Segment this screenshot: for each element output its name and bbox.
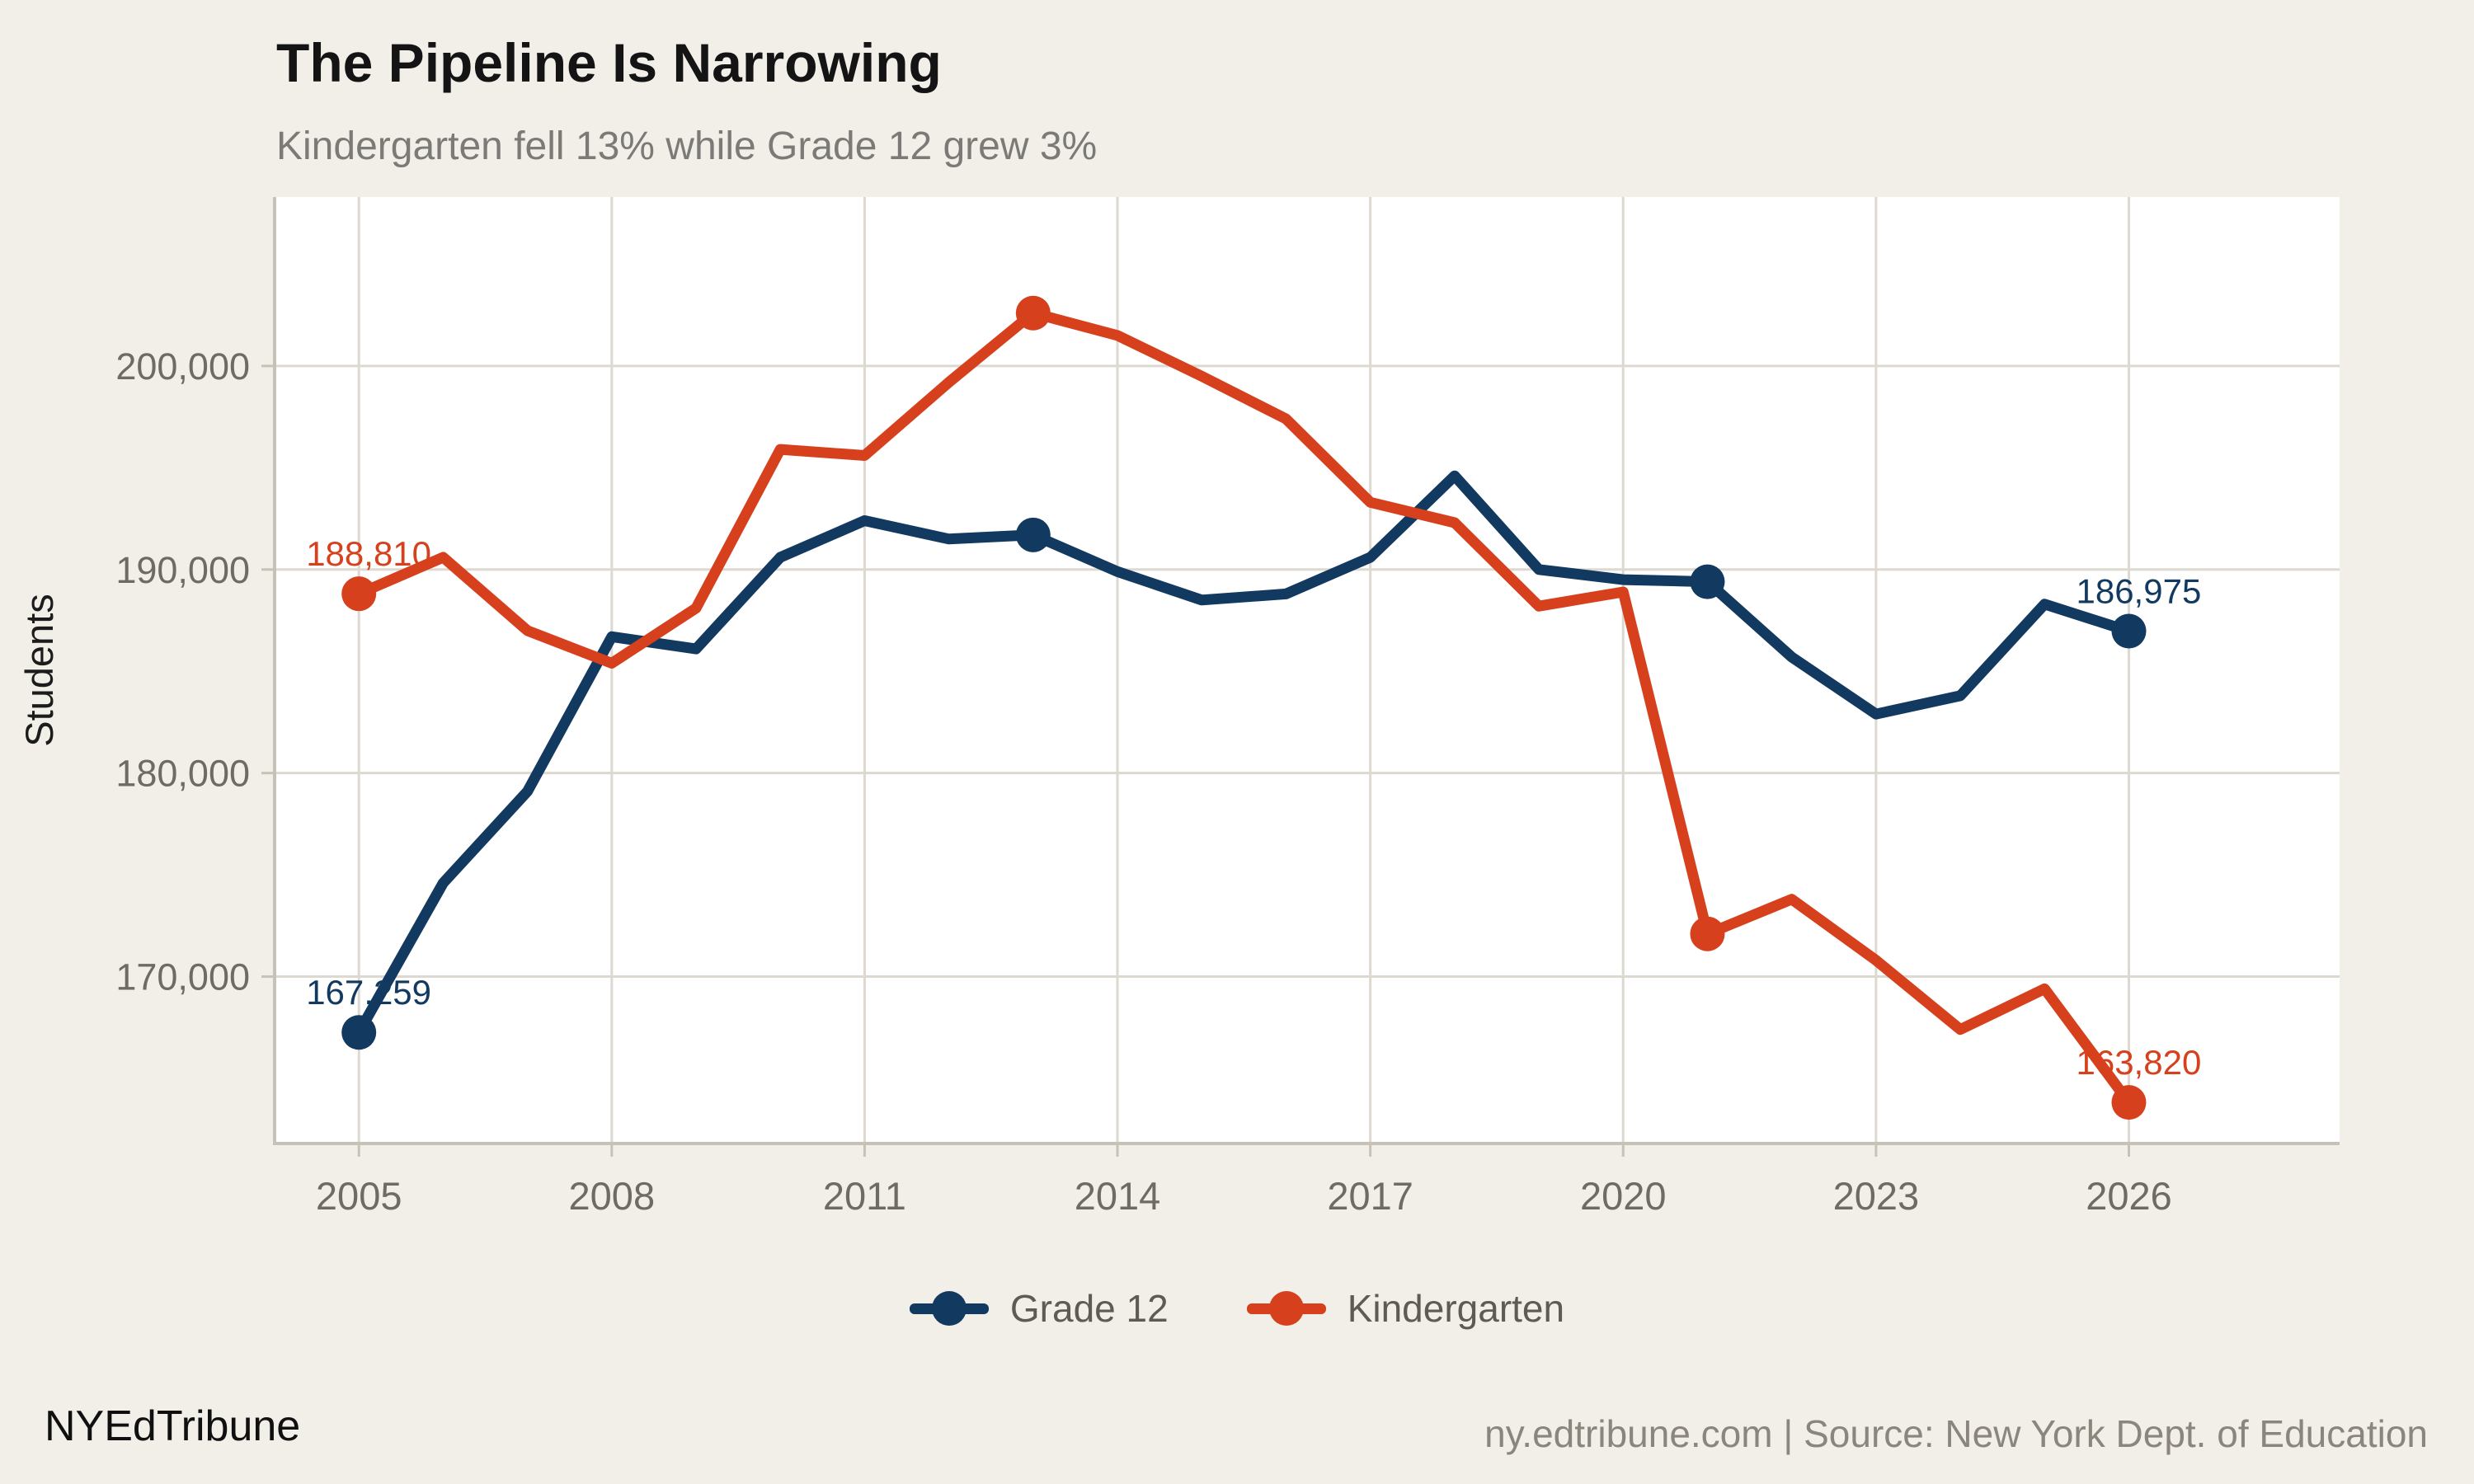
x-tick-label-2017: 2017 bbox=[1327, 1174, 1413, 1218]
marker-kindergarten-2013 bbox=[1015, 295, 1051, 331]
legend-item-grade-12: Grade 12 bbox=[909, 1286, 1169, 1331]
data-label-kindergarten-2026: 163,820 bbox=[2076, 1043, 2201, 1082]
series-line-kindergarten bbox=[353, 308, 2134, 1108]
y-tick-label-180000: 180,000 bbox=[115, 753, 250, 795]
legend-item-kindergarten: Kindergarten bbox=[1246, 1286, 1565, 1331]
data-label-kindergarten-2005: 188,810 bbox=[306, 534, 431, 573]
marker-kindergarten-2026 bbox=[2111, 1085, 2147, 1120]
brand-footer: NYEdTribune bbox=[45, 1402, 301, 1450]
marker-grade-12-2005 bbox=[341, 1015, 377, 1050]
x-tick-label-2011: 2011 bbox=[823, 1174, 906, 1218]
legend-dot-icon bbox=[1268, 1291, 1304, 1326]
data-label-grade-12-2005: 167,259 bbox=[306, 973, 431, 1012]
plot-panel bbox=[275, 197, 2340, 1144]
marker-grade-12-2013 bbox=[1015, 517, 1051, 552]
x-tick-label-2026: 2026 bbox=[2086, 1174, 2172, 1218]
marker-grade-12-2021 bbox=[1690, 564, 1725, 599]
x-tick-label-2008: 2008 bbox=[569, 1174, 656, 1218]
y-axis-title: Students bbox=[17, 594, 61, 747]
data-label-grade-12-2026: 186,975 bbox=[2076, 571, 2201, 610]
chart-subtitle: Kindergarten fell 13% while Grade 12 gre… bbox=[276, 124, 1098, 168]
chart-title: The Pipeline Is Narrowing bbox=[276, 32, 942, 93]
x-tick-label-2005: 2005 bbox=[316, 1174, 402, 1218]
y-tick-label-170000: 170,000 bbox=[115, 956, 250, 998]
legend-label-grade-12: Grade 12 bbox=[1009, 1287, 1169, 1330]
y-tick-label-190000: 190,000 bbox=[115, 549, 250, 591]
legend-label-kindergarten: Kindergarten bbox=[1347, 1287, 1565, 1330]
legend-marker-kindergarten-icon bbox=[1246, 1290, 1326, 1327]
marker-kindergarten-2021 bbox=[1690, 916, 1725, 951]
x-tick-label-2014: 2014 bbox=[1075, 1174, 1161, 1218]
legend-marker-grade-12-icon bbox=[909, 1290, 989, 1327]
series-line-grade-12 bbox=[353, 470, 2134, 1038]
x-tick-label-2023: 2023 bbox=[1833, 1174, 1920, 1218]
chart-legend: Grade 12 Kindergarten bbox=[0, 1286, 2474, 1331]
source-footer: ny.edtribune.com | Source: New York Dept… bbox=[1484, 1412, 2428, 1455]
y-tick-label-200000: 200,000 bbox=[115, 345, 250, 387]
marker-grade-12-2026 bbox=[2111, 613, 2147, 649]
x-tick-label-2020: 2020 bbox=[1580, 1174, 1667, 1218]
legend-dot-icon bbox=[931, 1291, 967, 1326]
marker-kindergarten-2005 bbox=[341, 576, 377, 612]
